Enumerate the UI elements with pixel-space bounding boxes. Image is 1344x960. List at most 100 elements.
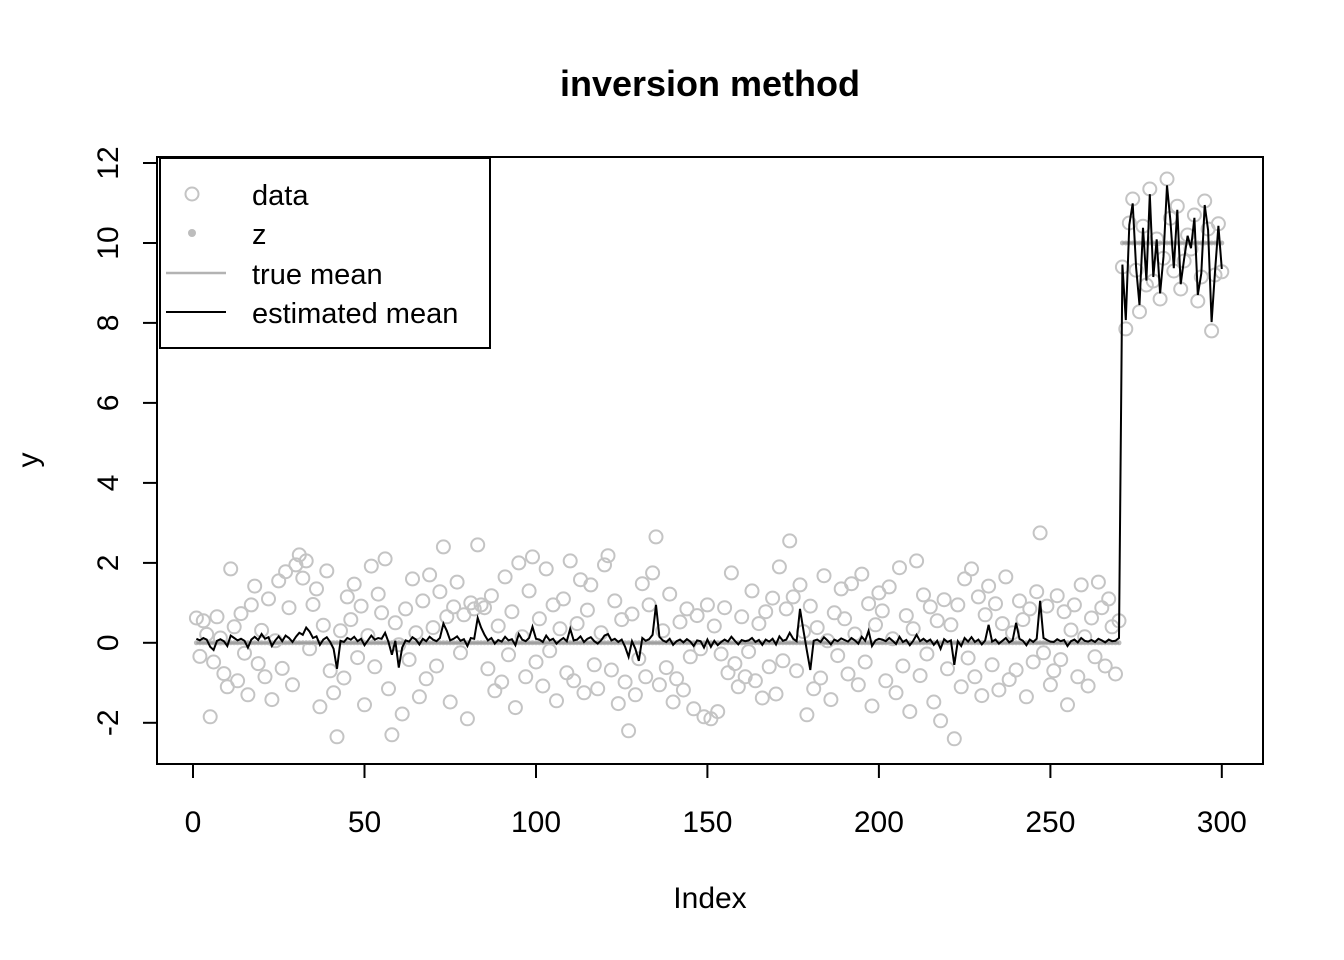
data-point (744, 583, 760, 599)
data-point (247, 578, 263, 594)
data-point (1060, 697, 1075, 713)
data-point (943, 617, 959, 633)
data-point (281, 600, 297, 616)
data-point (586, 657, 602, 673)
data-point (490, 618, 506, 634)
data-point (439, 609, 455, 625)
data-point (1063, 622, 1079, 638)
data-point (710, 704, 726, 720)
data-point (209, 609, 225, 625)
data-point (864, 698, 880, 714)
data-point (315, 617, 331, 633)
data-point (662, 586, 678, 602)
data-point (1036, 645, 1051, 661)
data-point (535, 678, 551, 694)
data-point (1022, 601, 1038, 617)
data-point (487, 683, 503, 699)
data-point (1173, 281, 1189, 297)
data-point (850, 677, 866, 693)
data-point (981, 578, 997, 594)
data-point (562, 553, 578, 569)
data-point (648, 529, 664, 545)
data-point (319, 563, 335, 579)
data-point (1039, 598, 1055, 614)
data-point (295, 570, 311, 586)
data-point (926, 694, 942, 710)
y-tick-label: 8 (92, 315, 125, 332)
data-point (727, 656, 743, 672)
data-point (415, 593, 431, 609)
data-point (909, 553, 925, 569)
data-point (357, 697, 372, 713)
data-point (521, 583, 537, 599)
data-point (686, 701, 702, 717)
data-point (1053, 652, 1069, 668)
data-point (552, 621, 568, 637)
data-point (977, 607, 993, 623)
data-point (309, 581, 324, 597)
data-point (363, 558, 379, 574)
data-point (771, 559, 787, 575)
data-point (799, 707, 815, 723)
data-point (531, 611, 547, 627)
data-point (706, 618, 722, 634)
data-point (964, 561, 979, 577)
data-point (261, 591, 276, 607)
data-point (895, 658, 911, 674)
data-point (555, 591, 571, 607)
data-point (813, 670, 829, 686)
data-point (967, 669, 983, 685)
legend-label: true mean (252, 259, 383, 291)
data-point (751, 616, 767, 632)
data-point (453, 645, 468, 661)
data-point (432, 584, 448, 600)
data-point (655, 623, 671, 639)
data-point (230, 673, 246, 689)
data-point (401, 652, 417, 668)
data-point (641, 597, 657, 613)
data-point (953, 679, 969, 695)
data-point (1042, 677, 1058, 693)
data-point (844, 576, 859, 592)
estimated-mean-line (195, 185, 1223, 671)
data-point (974, 688, 990, 704)
data-point (1070, 669, 1086, 685)
data-point (226, 619, 242, 635)
data-point (435, 539, 451, 555)
data-point (868, 617, 883, 633)
data-point (336, 670, 352, 686)
data-point (212, 630, 228, 646)
y-tick-label: 12 (92, 146, 125, 179)
data-point (902, 704, 918, 720)
data-point (274, 660, 290, 676)
data-point (696, 709, 712, 725)
y-tick-label: -2 (92, 709, 125, 736)
data-point (446, 599, 462, 615)
data-point (1001, 672, 1017, 688)
data-point (326, 685, 342, 701)
data-point (988, 596, 1003, 612)
data-point (861, 596, 877, 612)
data-point (240, 687, 256, 703)
data-point (542, 643, 558, 659)
data-point (597, 557, 612, 573)
data-point (761, 659, 777, 675)
data-point (511, 555, 527, 571)
data-point (305, 597, 321, 612)
data-point (892, 560, 907, 576)
data-point (713, 646, 729, 662)
data-point (946, 731, 962, 747)
data-point (1049, 588, 1065, 604)
data-point (576, 685, 592, 701)
legend-label: z (252, 219, 267, 251)
data-point (192, 648, 208, 664)
data-point (627, 687, 643, 703)
data-point (497, 569, 513, 585)
data-point (617, 674, 633, 690)
data-point (765, 590, 781, 606)
data-point (922, 599, 938, 615)
data-point (916, 587, 931, 603)
data-point (645, 565, 661, 581)
data-point (1066, 597, 1082, 613)
data-point (329, 729, 345, 745)
